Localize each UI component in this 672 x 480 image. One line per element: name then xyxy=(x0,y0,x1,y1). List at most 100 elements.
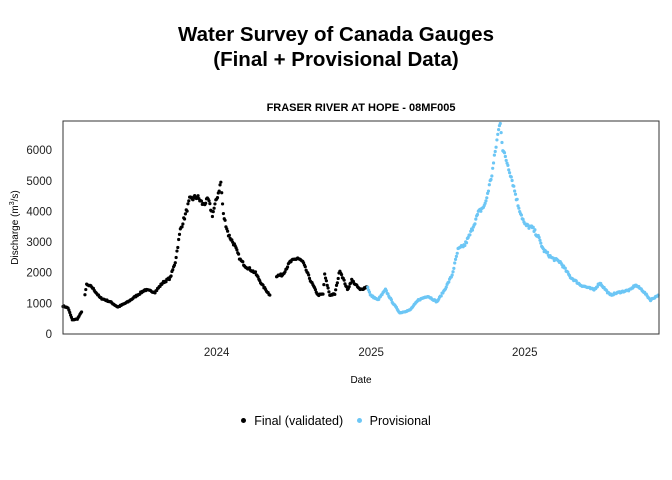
final-data-point xyxy=(204,201,208,205)
final-data-point xyxy=(218,183,222,187)
provisional-data-point xyxy=(531,225,535,229)
final-data-point xyxy=(215,195,220,200)
y-tick-label: 5000 xyxy=(26,176,52,188)
final-data-point xyxy=(285,265,290,269)
final-data-point xyxy=(67,308,71,312)
y-axis-title-sup: 3 xyxy=(9,201,16,205)
final-data-point xyxy=(236,252,241,256)
provisional-data-point xyxy=(384,289,388,293)
final-data-point xyxy=(322,283,326,287)
provisional-data-point xyxy=(493,149,497,154)
final-data-point xyxy=(324,279,328,283)
final-data-point xyxy=(213,202,217,206)
provisional-data-point xyxy=(473,222,477,226)
provisional-data-point xyxy=(367,290,372,294)
final-data-point xyxy=(241,260,245,264)
provisional-data-point xyxy=(470,228,475,232)
provisional-data-point xyxy=(507,168,511,172)
final-data-point xyxy=(268,293,272,297)
provisional-data-point xyxy=(463,243,467,248)
final-data-point xyxy=(321,292,325,296)
final-data-point xyxy=(211,210,215,214)
final-data-point xyxy=(333,292,337,297)
provisional-data-point xyxy=(506,163,510,167)
provisional-data-point xyxy=(474,217,478,221)
final-data-point xyxy=(227,233,231,237)
chart-subtitle: FRASER RIVER AT HOPE - 08MF005 xyxy=(266,102,456,114)
final-data-point xyxy=(167,277,171,282)
final-data-point xyxy=(334,283,339,287)
provisional-data-point xyxy=(389,298,393,302)
final-data-point xyxy=(347,285,351,289)
final-data-point xyxy=(303,265,307,269)
provisional-data-point xyxy=(487,183,491,187)
final-data-point xyxy=(207,199,211,203)
final-data-point xyxy=(185,209,189,213)
final-data-point xyxy=(283,270,287,274)
y-axis-ticks: 0 1000 2000 3000 4000 5000 6000 xyxy=(26,145,52,341)
final-data-point xyxy=(221,211,225,216)
provisional-data-point xyxy=(439,294,443,298)
legend-label-provisional: Provisional xyxy=(369,413,431,428)
final-data-point xyxy=(171,268,175,272)
provisional-data-point xyxy=(517,206,521,210)
provisional-data-point xyxy=(513,192,518,196)
final-data-point xyxy=(183,212,188,216)
final-data-point xyxy=(68,310,72,315)
final-data-point xyxy=(349,281,353,285)
chart-title-line2: (Final + Provisional Data) xyxy=(213,48,459,71)
provisional-data-point xyxy=(454,254,458,258)
provisional-data-point xyxy=(452,266,456,270)
provisional-data-point xyxy=(521,217,525,221)
x-tick-label: 2025 xyxy=(358,347,384,359)
provisional-data-point xyxy=(509,175,513,179)
y-tick-label: 6000 xyxy=(26,145,52,157)
final-data-point xyxy=(307,276,312,280)
plot-frame xyxy=(62,120,660,335)
provisional-data-point xyxy=(479,209,483,213)
final-data-point xyxy=(235,248,239,252)
provisional-data-point xyxy=(486,189,491,193)
final-data-point xyxy=(220,191,224,195)
final-data-point xyxy=(327,290,331,294)
provisional-data-point xyxy=(492,153,496,157)
final-data-point xyxy=(173,261,177,265)
provisional-data-point xyxy=(504,158,508,163)
provisional-data-point xyxy=(563,266,567,270)
chart-title-line1: Water Survey of Canada Gauges xyxy=(178,23,494,46)
final-data-point xyxy=(182,217,187,221)
provisional-data-point xyxy=(500,140,504,145)
final-data-point xyxy=(177,232,182,236)
final-data-point xyxy=(220,202,225,206)
y-axis-title: Discharge (m3/s) xyxy=(9,190,21,264)
provisional-data-point xyxy=(595,285,599,289)
provisional-data-point xyxy=(455,251,459,255)
final-data-point xyxy=(191,198,195,202)
provisional-data-point xyxy=(464,241,469,245)
final-data-point xyxy=(217,189,221,193)
final-data-point xyxy=(334,288,338,292)
provisional-data-point xyxy=(491,166,495,170)
provisional-data-point xyxy=(495,138,499,142)
provisional-data-point xyxy=(485,196,489,200)
final-data-point xyxy=(187,199,191,203)
y-tick-label: 1000 xyxy=(26,298,52,310)
final-data-point xyxy=(342,278,346,282)
legend-marker-final xyxy=(241,418,247,423)
final-data-point xyxy=(212,206,216,210)
provisional-data-point xyxy=(539,241,543,245)
final-data-point xyxy=(226,229,230,233)
data-points-layer xyxy=(61,121,660,322)
provisional-data-point xyxy=(491,161,496,165)
final-data-point xyxy=(307,273,311,277)
provisional-data-point xyxy=(494,145,498,149)
final-data-point xyxy=(177,237,181,242)
provisional-data-point xyxy=(483,201,487,205)
final-data-point xyxy=(175,249,179,253)
final-data-point xyxy=(323,272,327,276)
provisional-data-point xyxy=(496,132,500,136)
provisional-data-point xyxy=(503,154,507,159)
final-data-point xyxy=(210,214,215,219)
y-tick-label: 2000 xyxy=(26,268,52,280)
final-data-point xyxy=(335,281,339,285)
